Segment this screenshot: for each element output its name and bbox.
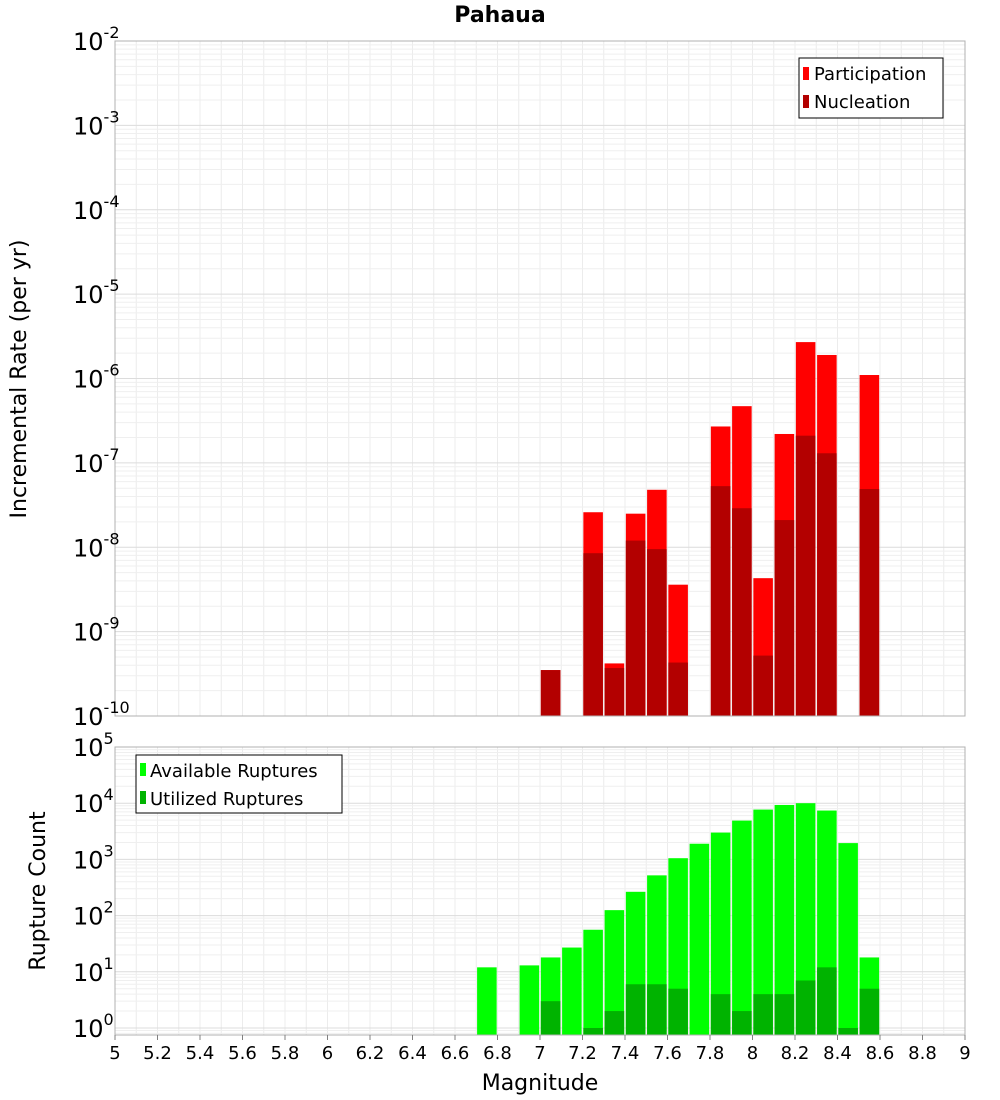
count-y-ticks: 100 101 102 103 104 105 — [73, 729, 114, 1043]
utilized-ruptures-bar — [732, 1011, 752, 1035]
nucleation-bar — [604, 668, 625, 716]
rate-y-tick-label: 10-3 — [73, 107, 120, 140]
magnitude-tick-label: 7.6 — [653, 1043, 682, 1064]
magnitude-tick-label: 6.6 — [441, 1043, 470, 1064]
utilized-legend-label: Utilized Ruptures — [150, 789, 303, 810]
nucleation-bar — [753, 655, 773, 716]
count-legend: Available Ruptures Utilized Ruptures — [135, 754, 343, 814]
available-ruptures-bar — [519, 965, 540, 1035]
available-legend-swatch — [140, 763, 146, 776]
count-y-tick-label: 101 — [73, 954, 114, 987]
magnitude-tick-label: 7 — [534, 1043, 545, 1064]
available-ruptures-bar — [477, 967, 497, 1035]
utilized-ruptures-bar — [774, 994, 795, 1035]
magnitude-tick-label: 6.8 — [483, 1043, 512, 1064]
available-ruptures-bar — [710, 832, 731, 1035]
rate-y-ticks: 10-10 10-9 10-8 10-7 10-6 10-5 10-4 10-3 10-2 — [73, 23, 130, 731]
rate-y-tick-label: 10-5 — [73, 276, 120, 309]
magnitude-tick-label: 7.8 — [696, 1043, 725, 1064]
nucleation-bar — [817, 453, 837, 716]
nucleation-bar — [795, 435, 816, 716]
magnitude-tick-label: 6.4 — [398, 1043, 427, 1064]
magnitude-tick-label: 5 — [109, 1043, 120, 1064]
rate-y-tick-label: 10-7 — [73, 445, 120, 478]
nucleation-bar — [625, 540, 646, 716]
available-legend-label: Available Ruptures — [150, 761, 318, 782]
count-plot-bars — [477, 803, 880, 1035]
count-y-tick-label: 102 — [73, 898, 114, 931]
available-ruptures-bar — [795, 803, 816, 1035]
utilized-ruptures-bar — [817, 967, 837, 1035]
rate-plot-grid — [114, 40, 966, 717]
nucleation-bar — [583, 553, 603, 716]
utilized-ruptures-bar — [540, 1001, 561, 1035]
nucleation-bar — [647, 549, 667, 716]
rate-y-tick-label: 10-4 — [73, 192, 120, 225]
utilized-ruptures-bar — [668, 988, 688, 1035]
nucleation-bar — [859, 489, 880, 716]
available-ruptures-bar — [689, 843, 710, 1035]
rate-y-tick-label: 10-9 — [73, 614, 120, 647]
rate-y-tick-label: 10-8 — [73, 529, 120, 562]
magnitude-tick-label: 9 — [959, 1043, 970, 1064]
nucleation-bar — [668, 662, 688, 716]
magnitude-tick-label: 6 — [322, 1043, 333, 1064]
available-ruptures-bar — [604, 910, 625, 1035]
magnitude-tick-label: 6.2 — [356, 1043, 385, 1064]
magnitude-tick-label: 8 — [747, 1043, 758, 1064]
utilized-ruptures-bar — [625, 984, 646, 1035]
magnitude-tick-label: 8.8 — [908, 1043, 937, 1064]
utilized-legend-swatch — [140, 791, 146, 804]
magnitude-x-ticks: 5 5.2 5.4 5.6 5.8 6 6.2 6.4 6.6 6.8 7 7.2 7.4 7.6 7.8 8… — [109, 1035, 971, 1064]
magnitude-x-axis-label: Magnitude — [482, 1071, 599, 1096]
magnitude-tick-label: 5.8 — [271, 1043, 300, 1064]
magnitude-tick-label: 8.2 — [781, 1043, 810, 1064]
nucleation-bar — [774, 520, 795, 716]
magnitude-tick-label: 8.4 — [823, 1043, 852, 1064]
utilized-ruptures-bar — [838, 1027, 858, 1035]
nucleation-legend-label: Nucleation — [814, 92, 910, 113]
rate-plot-bars — [540, 342, 880, 716]
participation-legend-label: Participation — [814, 64, 926, 85]
magnitude-tick-label: 8.6 — [866, 1043, 895, 1064]
utilized-ruptures-bar — [583, 1027, 603, 1035]
chart-title: Pahaua — [454, 3, 545, 28]
utilized-ruptures-bar — [604, 1011, 625, 1035]
utilized-ruptures-bar — [647, 984, 667, 1035]
magnitude-tick-label: 5.4 — [186, 1043, 215, 1064]
available-ruptures-bar — [583, 929, 603, 1035]
utilized-ruptures-bar — [710, 994, 731, 1035]
available-ruptures-bar — [732, 820, 752, 1035]
nucleation-legend-swatch — [803, 95, 809, 108]
count-y-axis-label: Rupture Count — [26, 811, 51, 971]
count-y-tick-label: 103 — [73, 841, 114, 874]
nucleation-bar — [540, 670, 561, 716]
participation-legend-swatch — [803, 67, 809, 80]
rate-plot-frame — [114, 40, 966, 717]
count-y-tick-label: 105 — [73, 729, 114, 762]
available-ruptures-bar — [774, 804, 795, 1035]
available-ruptures-bar — [838, 843, 858, 1035]
magnitude-tick-label: 5.6 — [228, 1043, 257, 1064]
utilized-ruptures-bar — [859, 988, 880, 1035]
utilized-ruptures-bar — [753, 994, 773, 1035]
rate-y-tick-label: 10-6 — [73, 361, 120, 394]
magnitude-tick-label: 7.2 — [568, 1043, 597, 1064]
rate-y-tick-label: 10-2 — [73, 23, 120, 56]
utilized-ruptures-bar — [795, 980, 816, 1035]
magnitude-tick-label: 7.4 — [611, 1043, 640, 1064]
nucleation-bar — [710, 486, 731, 716]
available-ruptures-bar — [562, 947, 582, 1035]
count-y-tick-label: 100 — [73, 1010, 114, 1043]
magnitude-tick-label: 5.2 — [143, 1043, 172, 1064]
available-ruptures-bar — [753, 809, 773, 1035]
nucleation-bar — [732, 508, 752, 716]
rate-y-tick-label: 10-10 — [73, 698, 130, 731]
rate-legend: Participation Nucleation — [798, 57, 944, 119]
count-y-tick-label: 104 — [73, 785, 114, 818]
rate-y-axis-label: Incremental Rate (per yr) — [7, 240, 32, 519]
